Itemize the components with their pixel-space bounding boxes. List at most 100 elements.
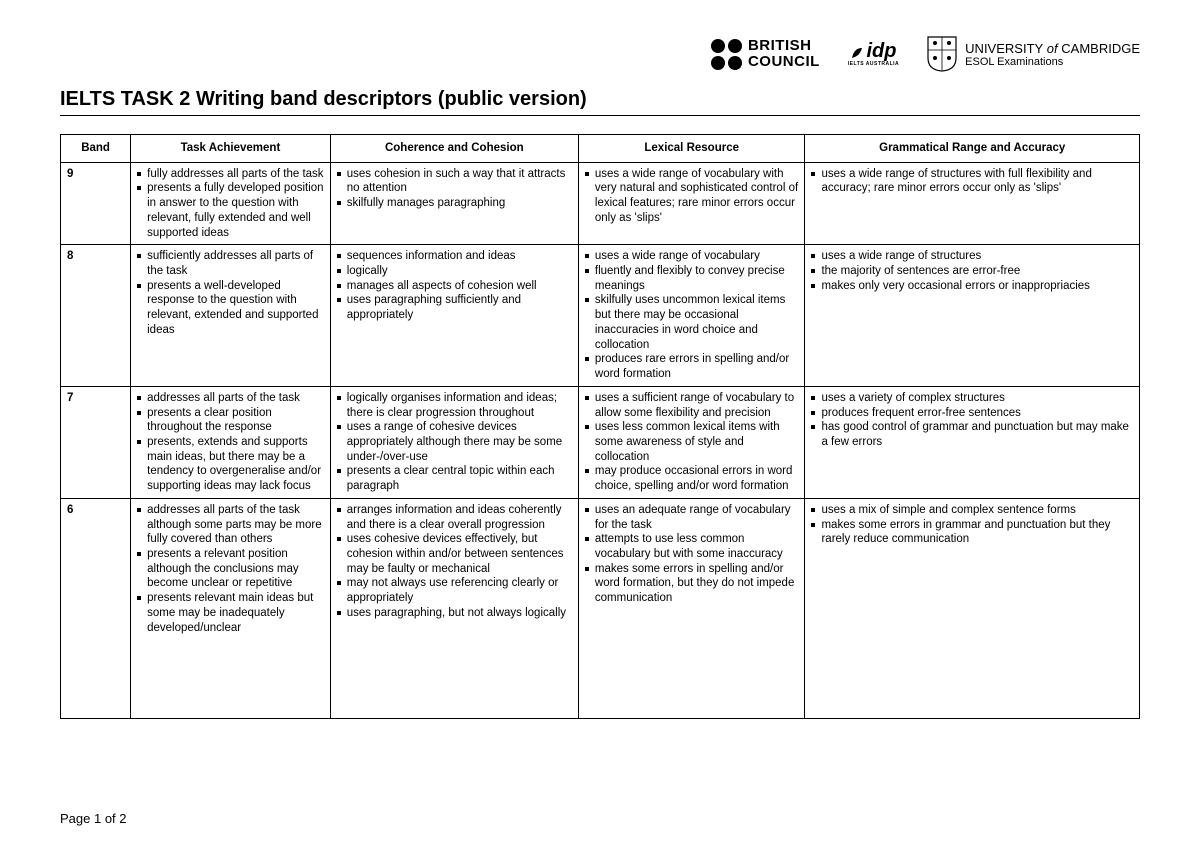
idp-sub: IELTS AUSTRALIA [848,61,899,67]
page-title: IELTS TASK 2 Writing band descriptors (p… [60,88,1140,116]
list-item: uses paragraphing sufficiently and appro… [337,293,572,322]
list-item: presents a clear central topic within ea… [337,464,572,493]
lr-cell: uses a wide range of vocabularyfluently … [578,245,805,386]
list-item: uses an adequate range of vocabulary for… [585,503,799,532]
list-item: uses a wide range of vocabulary with ver… [585,167,799,226]
gr-cell: uses a wide range of structuresthe major… [805,245,1140,386]
ta-cell: fully addresses all parts of the taskpre… [131,162,331,245]
ta-cell: addresses all parts of the task although… [131,498,331,718]
crest-icon [927,36,957,72]
bc-line1: BRITISH [748,38,820,54]
list-item: uses a wide range of structures [811,249,1133,264]
list-item: sufficiently addresses all parts of the … [137,249,324,278]
band-cell: 8 [61,245,131,386]
list-item: produces frequent error-free sentences [811,406,1133,421]
bullet-list: addresses all parts of the task although… [137,503,324,635]
list-item: fully addresses all parts of the task [137,167,324,182]
list-item: the majority of sentences are error-free [811,264,1133,279]
col-ta: Task Achievement [131,135,331,163]
list-item: uses a wide range of vocabulary [585,249,799,264]
bullet-list: fully addresses all parts of the taskpre… [137,167,324,241]
list-item: fluently and flexibly to convey precise … [585,264,799,293]
cc-cell: uses cohesion in such a way that it attr… [330,162,578,245]
list-item: attempts to use less common vocabulary b… [585,532,799,561]
list-item: manages all aspects of cohesion well [337,279,572,294]
idp-main: idp [866,41,896,61]
cam-l1a: UNIVERSITY [965,41,1043,56]
list-item: uses a wide range of structures with ful… [811,167,1133,196]
band-cell: 7 [61,386,131,498]
bullet-list: uses a mix of simple and complex sentenc… [811,503,1133,547]
band-cell: 9 [61,162,131,245]
list-item: uses cohesive devices effectively, but c… [337,532,572,576]
bullet-list: uses a wide range of structures with ful… [811,167,1133,196]
ta-cell: sufficiently addresses all parts of the … [131,245,331,386]
bullet-list: sequences information and ideaslogically… [337,249,572,323]
bc-dots-icon [711,39,742,70]
idp-logo: idp IELTS AUSTRALIA [848,41,899,67]
cambridge-logo: UNIVERSITY of CAMBRIDGE ESOL Examination… [927,36,1140,72]
descriptors-table: Band Task Achievement Coherence and Cohe… [60,134,1140,719]
band-cell: 6 [61,498,131,718]
list-item: arranges information and ideas coherentl… [337,503,572,532]
header-logos: BRITISH COUNCIL idp IELTS AUSTRALIA UNIV… [60,30,1140,78]
col-band: Band [61,135,131,163]
list-item: addresses all parts of the task although… [137,503,324,547]
col-lr: Lexical Resource [578,135,805,163]
list-item: uses a sufficient range of vocabulary to… [585,391,799,420]
list-item: logically organises information and idea… [337,391,572,420]
list-item: uses cohesion in such a way that it attr… [337,167,572,196]
bullet-list: uses an adequate range of vocabulary for… [585,503,799,606]
list-item: skilfully manages paragraphing [337,196,572,211]
bullet-list: uses a variety of complex structuresprod… [811,391,1133,450]
cc-cell: sequences information and ideaslogically… [330,245,578,386]
bullet-list: uses a wide range of vocabulary with ver… [585,167,799,226]
table-row: 7addresses all parts of the taskpresents… [61,386,1140,498]
ta-cell: addresses all parts of the taskpresents … [131,386,331,498]
lr-cell: uses a sufficient range of vocabulary to… [578,386,805,498]
list-item: sequences information and ideas [337,249,572,264]
bullet-list: addresses all parts of the taskpresents … [137,391,324,494]
cc-cell: arranges information and ideas coherentl… [330,498,578,718]
bullet-list: arranges information and ideas coherentl… [337,503,572,621]
cam-l2: ESOL Examinations [965,56,1140,68]
list-item: makes some errors in spelling and/or wor… [585,562,799,606]
list-item: may not always use referencing clearly o… [337,576,572,605]
page-footer: Page 1 of 2 [60,811,127,826]
bc-line2: COUNCIL [748,54,820,70]
lr-cell: uses a wide range of vocabulary with ver… [578,162,805,245]
list-item: has good control of grammar and punctuat… [811,420,1133,449]
table-header-row: Band Task Achievement Coherence and Cohe… [61,135,1140,163]
bullet-list: sufficiently addresses all parts of the … [137,249,324,337]
list-item: presents relevant main ideas but some ma… [137,591,324,635]
list-item: presents, extends and supports main idea… [137,435,324,494]
list-item: logically [337,264,572,279]
list-item: may produce occasional errors in word ch… [585,464,799,493]
list-item: uses a mix of simple and complex sentenc… [811,503,1133,518]
table-row: 6addresses all parts of the task althoug… [61,498,1140,718]
bullet-list: logically organises information and idea… [337,391,572,494]
cam-l1b: CAMBRIDGE [1061,41,1140,56]
bullet-list: uses a sufficient range of vocabulary to… [585,391,799,494]
list-item: presents a clear position throughout the… [137,406,324,435]
bullet-list: uses cohesion in such a way that it attr… [337,167,572,211]
list-item: presents a fully developed position in a… [137,181,324,240]
list-item: makes only very occasional errors or ina… [811,279,1133,294]
list-item: makes some errors in grammar and punctua… [811,518,1133,547]
table-row: 8sufficiently addresses all parts of the… [61,245,1140,386]
list-item: presents a relevant position although th… [137,547,324,591]
lr-cell: uses an adequate range of vocabulary for… [578,498,805,718]
british-council-logo: BRITISH COUNCIL [711,38,820,70]
gr-cell: uses a wide range of structures with ful… [805,162,1140,245]
list-item: uses less common lexical items with some… [585,420,799,464]
list-item: uses a variety of complex structures [811,391,1133,406]
list-item: produces rare errors in spelling and/or … [585,352,799,381]
col-gr: Grammatical Range and Accuracy [805,135,1140,163]
list-item: presents a well-developed response to th… [137,279,324,338]
cc-cell: logically organises information and idea… [330,386,578,498]
gr-cell: uses a variety of complex structuresprod… [805,386,1140,498]
list-item: uses paragraphing, but not always logica… [337,606,572,621]
gr-cell: uses a mix of simple and complex sentenc… [805,498,1140,718]
bullet-list: uses a wide range of structuresthe major… [811,249,1133,293]
list-item: skilfully uses uncommon lexical items bu… [585,293,799,352]
